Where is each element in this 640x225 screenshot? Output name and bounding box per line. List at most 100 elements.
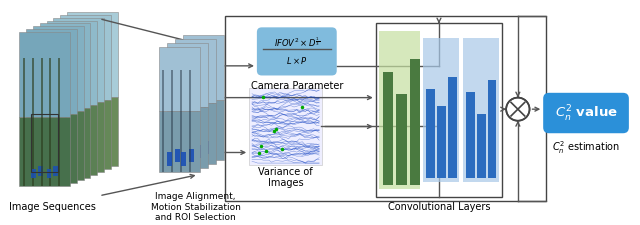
Bar	[56, 56, 58, 183]
Bar	[171, 70, 173, 172]
Bar	[45, 163, 49, 173]
Bar	[180, 70, 182, 172]
Bar	[51, 160, 56, 170]
Bar	[33, 27, 84, 112]
Bar	[45, 53, 47, 181]
Bar	[31, 169, 36, 179]
Bar	[59, 47, 61, 175]
Bar	[67, 160, 72, 170]
Bar	[67, 97, 118, 166]
Bar	[204, 141, 209, 155]
Bar	[92, 45, 94, 172]
Bar	[51, 47, 52, 175]
Bar	[38, 166, 43, 176]
Bar	[79, 50, 81, 178]
Bar	[175, 104, 216, 164]
Bar	[376, 24, 502, 197]
Bar	[53, 19, 104, 103]
Bar	[189, 149, 193, 162]
Bar	[75, 45, 77, 172]
Bar	[424, 39, 460, 182]
Bar	[477, 115, 486, 179]
Bar	[81, 155, 86, 164]
Bar	[88, 152, 92, 161]
Bar	[30, 56, 32, 183]
Bar	[47, 169, 51, 179]
Bar	[189, 70, 191, 172]
Bar	[179, 67, 181, 168]
Bar	[32, 59, 34, 186]
Bar	[47, 106, 97, 175]
Text: $C_n^2$ value: $C_n^2$ value	[554, 104, 618, 124]
Bar	[79, 39, 81, 166]
FancyBboxPatch shape	[257, 28, 337, 76]
Bar	[47, 22, 97, 106]
Bar	[94, 149, 99, 159]
Bar	[396, 94, 407, 185]
Text: $IFOV^2 \times D^{\frac{1}{3}}$: $IFOV^2 \times D^{\frac{1}{3}}$	[274, 36, 320, 49]
Bar	[195, 59, 196, 160]
Bar	[410, 60, 420, 185]
Bar	[53, 166, 58, 176]
Bar	[86, 47, 88, 175]
Bar	[159, 112, 200, 172]
Text: Image Sequences: Image Sequences	[9, 202, 96, 211]
Bar	[64, 42, 66, 169]
Bar	[467, 92, 475, 179]
Bar	[463, 39, 499, 182]
Bar	[26, 30, 77, 115]
Bar	[31, 115, 58, 172]
Bar	[448, 78, 456, 179]
Bar	[196, 67, 198, 168]
Bar	[167, 153, 172, 166]
Bar	[249, 89, 322, 165]
Bar	[163, 70, 164, 172]
Bar	[58, 158, 63, 167]
Bar	[204, 63, 206, 164]
Bar	[167, 108, 208, 168]
Text: $C_n^2$ estimation: $C_n^2$ estimation	[552, 139, 620, 155]
Bar	[191, 141, 196, 155]
Bar	[72, 53, 74, 181]
Bar	[53, 103, 104, 172]
Bar	[49, 59, 51, 186]
Bar	[183, 145, 188, 159]
Bar	[106, 39, 108, 166]
Bar	[40, 109, 90, 178]
Text: Convolutional Layers: Convolutional Layers	[388, 202, 490, 211]
Bar	[187, 63, 189, 164]
Bar	[23, 59, 25, 186]
Bar	[175, 40, 216, 104]
Text: Image Alignment,
Motion Stabilization
and ROI Selection: Image Alignment, Motion Stabilization an…	[150, 192, 241, 221]
Bar	[159, 47, 200, 112]
Bar	[437, 107, 446, 179]
Bar	[47, 56, 49, 183]
Bar	[79, 149, 84, 159]
Bar	[52, 50, 54, 178]
Bar	[181, 153, 186, 166]
Bar	[74, 158, 79, 167]
Bar	[90, 42, 92, 169]
Bar	[54, 53, 56, 181]
Bar	[183, 36, 224, 100]
Bar	[60, 163, 65, 173]
Bar	[60, 100, 111, 169]
Bar	[488, 81, 497, 179]
Bar	[67, 13, 118, 97]
Bar	[212, 59, 214, 160]
Bar	[379, 32, 419, 189]
Bar	[81, 42, 84, 169]
Bar	[88, 39, 90, 166]
Text: Variance of
Images: Variance of Images	[259, 166, 313, 187]
Bar	[26, 115, 77, 183]
Bar	[58, 59, 60, 186]
Bar	[170, 67, 172, 168]
Bar	[65, 56, 67, 183]
Bar	[68, 47, 70, 175]
Bar	[33, 112, 84, 181]
Bar	[426, 90, 435, 179]
Text: Camera Parameter: Camera Parameter	[251, 81, 343, 91]
Bar	[175, 149, 180, 162]
Bar	[77, 47, 79, 175]
Bar	[97, 39, 99, 166]
